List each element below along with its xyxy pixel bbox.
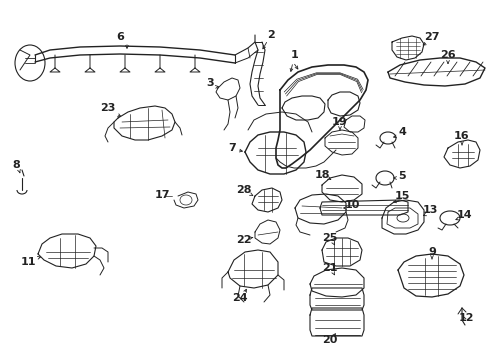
- Text: 6: 6: [116, 32, 123, 42]
- Text: 27: 27: [424, 32, 439, 42]
- Text: 9: 9: [427, 247, 435, 257]
- Text: 2: 2: [266, 30, 274, 40]
- Text: 23: 23: [100, 103, 116, 113]
- Text: 20: 20: [322, 335, 337, 345]
- Text: 28: 28: [236, 185, 251, 195]
- Text: 8: 8: [12, 160, 20, 170]
- Text: 18: 18: [314, 170, 329, 180]
- Text: 24: 24: [232, 293, 247, 303]
- Text: 13: 13: [422, 205, 437, 215]
- Text: 7: 7: [228, 143, 235, 153]
- Text: 5: 5: [397, 171, 405, 181]
- Text: 3: 3: [206, 78, 213, 88]
- Text: 11: 11: [20, 257, 36, 267]
- Text: 14: 14: [456, 210, 472, 220]
- Text: 16: 16: [453, 131, 469, 141]
- Text: 25: 25: [322, 233, 337, 243]
- Text: 26: 26: [439, 50, 455, 60]
- Text: 15: 15: [393, 191, 409, 201]
- Text: 22: 22: [236, 235, 251, 245]
- Text: 21: 21: [322, 263, 337, 273]
- Text: 19: 19: [331, 117, 347, 127]
- Text: 17: 17: [154, 190, 169, 200]
- Text: 1: 1: [290, 50, 298, 60]
- Text: 12: 12: [457, 313, 473, 323]
- Text: 4: 4: [397, 127, 405, 137]
- Text: 10: 10: [344, 200, 359, 210]
